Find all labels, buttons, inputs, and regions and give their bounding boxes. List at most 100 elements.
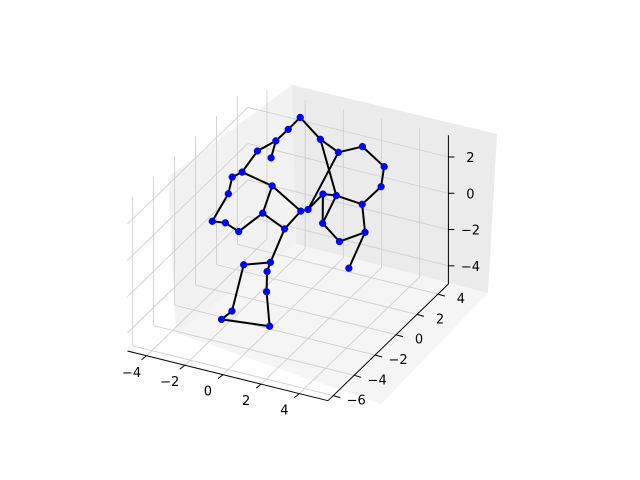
bond-line — [241, 171, 274, 187]
bond-line — [265, 290, 271, 328]
y-tick-label: 2 — [436, 312, 444, 327]
y-gridline-floor — [195, 284, 397, 336]
bond-line — [271, 184, 302, 213]
axis-layer — [127, 135, 455, 402]
y-gridline-floor — [174, 304, 376, 356]
bond-line — [241, 150, 259, 174]
y-gridline-floor — [132, 345, 334, 397]
x-tick-mark — [255, 383, 262, 389]
grid-layer — [127, 90, 449, 397]
atom-point — [296, 113, 304, 122]
y-tick-mark — [354, 374, 362, 378]
bond-line — [361, 145, 386, 168]
y-tick-mark — [333, 395, 341, 399]
bond-line — [319, 138, 338, 197]
bond-line — [230, 263, 245, 313]
atom-point — [208, 217, 216, 225]
atom-point — [284, 125, 292, 134]
z-tick-label: 0 — [466, 187, 474, 202]
z-gridline-back — [247, 215, 449, 267]
y-tick-label: −4 — [368, 373, 387, 388]
z-gridline-back — [247, 143, 449, 194]
y-tick-mark — [374, 354, 383, 358]
y-gridline-floor — [237, 244, 439, 295]
atom-point — [332, 191, 340, 200]
z-gridline-back — [247, 106, 449, 158]
y-tick-mark — [437, 293, 446, 297]
atom-point — [221, 219, 229, 227]
bond-line — [237, 212, 264, 233]
atom-point — [268, 182, 276, 190]
x-tick-label: −2 — [160, 375, 179, 390]
bond-line — [338, 231, 367, 243]
bond-line — [319, 138, 340, 154]
z-tick-label: −4 — [461, 260, 480, 275]
y-gridline-floor — [153, 325, 355, 376]
atom-point — [235, 227, 243, 236]
atom-point — [319, 219, 327, 227]
z-gridline-side — [127, 143, 249, 261]
x-axis-line — [127, 350, 329, 402]
atom-point — [259, 209, 267, 217]
atom-point — [224, 190, 232, 198]
x-tick-mark — [179, 364, 186, 370]
atom-point — [380, 163, 388, 171]
x-gridline-floor — [146, 238, 268, 357]
x-tick-mark — [217, 374, 224, 380]
atom-point — [240, 261, 248, 269]
bond-line — [337, 145, 364, 154]
x-gridline-floor — [184, 248, 306, 366]
bond-line — [261, 212, 286, 230]
atom-point — [238, 168, 246, 176]
z-gridline-side — [127, 179, 249, 297]
atom-point — [361, 228, 369, 236]
x-gridline-floor — [299, 276, 421, 394]
atom-point — [334, 148, 343, 156]
bond-line — [307, 151, 340, 211]
y-tick-mark — [395, 334, 404, 338]
atom-point — [228, 307, 236, 315]
bond-line — [321, 194, 338, 225]
y-tick-label: −2 — [389, 353, 408, 368]
bond-line — [335, 194, 364, 206]
bond-line — [242, 261, 272, 266]
z-gridline-side — [127, 215, 249, 334]
atom-point — [280, 225, 289, 233]
atom-point — [377, 182, 385, 191]
bond-line — [299, 116, 322, 141]
atom-point — [358, 200, 366, 208]
x-tick-label: 2 — [242, 394, 250, 409]
bond-line — [211, 192, 230, 223]
atom-point — [304, 205, 312, 214]
z-gridline-side — [127, 106, 249, 225]
atom-point — [272, 137, 280, 145]
x-tick-label: 4 — [280, 404, 288, 419]
atom-point — [335, 237, 344, 246]
x-tick-label: 0 — [204, 385, 212, 400]
x-gridline-floor — [260, 267, 382, 385]
bond-line — [347, 231, 367, 270]
y-tick-label: −6 — [347, 394, 366, 409]
z-tick-label: 2 — [466, 151, 474, 166]
x-gridline-floor — [222, 257, 344, 375]
atom-point — [253, 147, 262, 155]
y-tick-mark — [416, 313, 425, 317]
atom-point — [297, 207, 305, 215]
bond-line — [261, 184, 274, 215]
atom-point — [265, 322, 274, 330]
bond-line — [220, 318, 271, 328]
atom-point — [358, 142, 367, 151]
floor-pane — [176, 244, 488, 404]
x-tick-label: −4 — [122, 366, 141, 381]
bond-line — [361, 185, 383, 206]
atom-layer — [208, 113, 388, 330]
atom-point — [217, 315, 226, 324]
bond-line — [321, 222, 341, 243]
x-tick-mark — [141, 355, 147, 361]
z-gridline-back — [247, 179, 449, 230]
bond-line — [283, 210, 302, 230]
atom-point — [319, 190, 327, 198]
x-tick-mark — [294, 393, 300, 398]
